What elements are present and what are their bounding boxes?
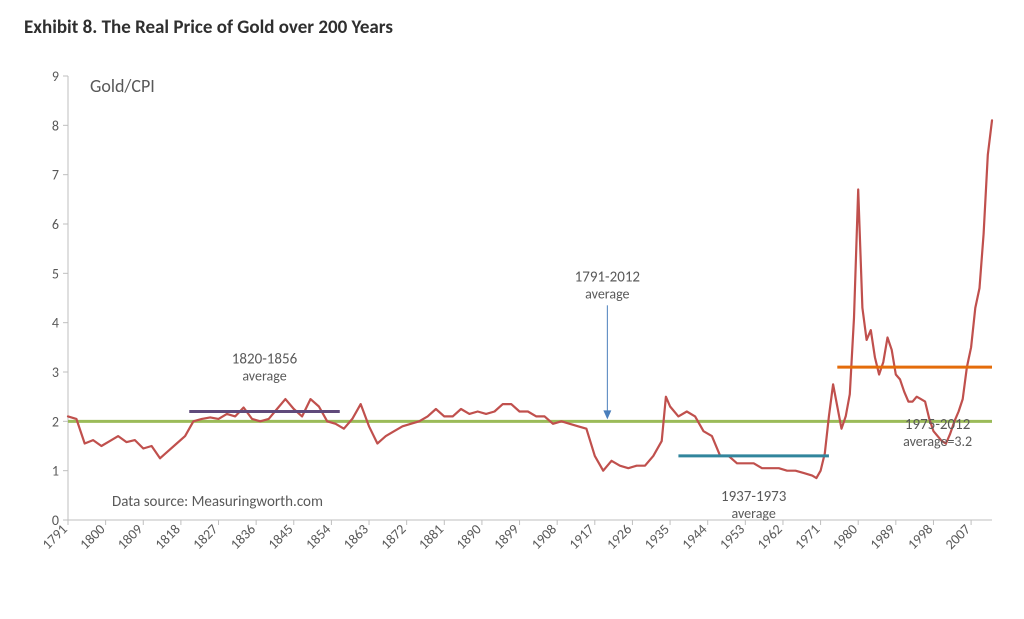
x-tick-label: 1800	[76, 521, 108, 553]
avg-annotation-p3: 1975-2012average=3.2	[903, 416, 972, 450]
y-tick-label: 2	[52, 413, 59, 430]
y-tick-label: 7	[52, 167, 59, 184]
x-tick-label: 1935	[641, 521, 673, 553]
gold-cpi-chart: 0123456789179118001809181818271836184518…	[20, 58, 1004, 598]
x-tick-label: 1836	[227, 521, 259, 553]
x-tick-label: 1827	[189, 521, 221, 553]
x-tick-label: 1944	[678, 521, 710, 553]
x-tick-label: 1899	[490, 521, 522, 553]
y-tick-label: 3	[52, 364, 59, 381]
avg-sublabel-p3: average=3.2	[903, 433, 972, 450]
x-tick-label: 1971	[791, 521, 823, 553]
gold-cpi-series	[68, 120, 992, 478]
series-label: Gold/CPI	[90, 75, 155, 97]
avg-sublabel-p1: average	[242, 367, 286, 384]
chart-title: Exhibit 8. The Real Price of Gold over 2…	[24, 16, 1004, 39]
x-tick-label: 1998	[904, 521, 936, 553]
y-tick-label: 1	[52, 463, 59, 480]
x-tick-label: 1908	[528, 521, 560, 553]
y-tick-label: 4	[52, 315, 59, 332]
x-tick-label: 1809	[114, 521, 146, 553]
y-tick-label: 8	[52, 117, 59, 134]
x-tick-label: 1989	[867, 521, 899, 553]
avg-sublabel-overall: average	[585, 285, 629, 302]
avg-label-p3: 1975-2012	[905, 416, 970, 434]
x-tick-label: 1917	[566, 521, 598, 553]
avg-annotation-p2: 1937-1973average	[721, 488, 787, 522]
x-tick-label: 1926	[603, 521, 635, 553]
x-tick-label: 1845	[265, 521, 297, 553]
data-source-label: Data source: Measuringworth.com	[112, 493, 323, 511]
x-tick-label: 1854	[302, 521, 334, 553]
x-tick-label: 1872	[377, 521, 409, 553]
x-tick-label: 1791	[39, 521, 71, 553]
x-tick-label: 2007	[942, 521, 974, 553]
x-tick-label: 1890	[453, 521, 485, 553]
y-tick-label: 6	[52, 216, 59, 233]
avg-sublabel-p2: average	[731, 505, 775, 522]
x-tick-label: 1818	[152, 521, 184, 553]
avg-label-p2: 1937-1973	[721, 488, 787, 506]
y-tick-label: 9	[52, 68, 59, 85]
x-tick-label: 1980	[829, 521, 861, 553]
avg-annotation-p1: 1820-1856average	[232, 350, 298, 384]
avg-annotation-overall: 1791-2012average	[575, 268, 640, 302]
y-tick-label: 5	[52, 265, 59, 282]
x-tick-label: 1962	[754, 521, 786, 553]
avg-label-overall: 1791-2012	[575, 268, 640, 286]
x-tick-label: 1863	[340, 521, 372, 553]
x-tick-label: 1953	[716, 521, 748, 553]
chart-svg: 0123456789179118001809181818271836184518…	[20, 58, 1004, 598]
avg-arrowhead-overall	[603, 410, 611, 419]
avg-label-p1: 1820-1856	[232, 350, 298, 368]
x-tick-label: 1881	[415, 521, 447, 553]
